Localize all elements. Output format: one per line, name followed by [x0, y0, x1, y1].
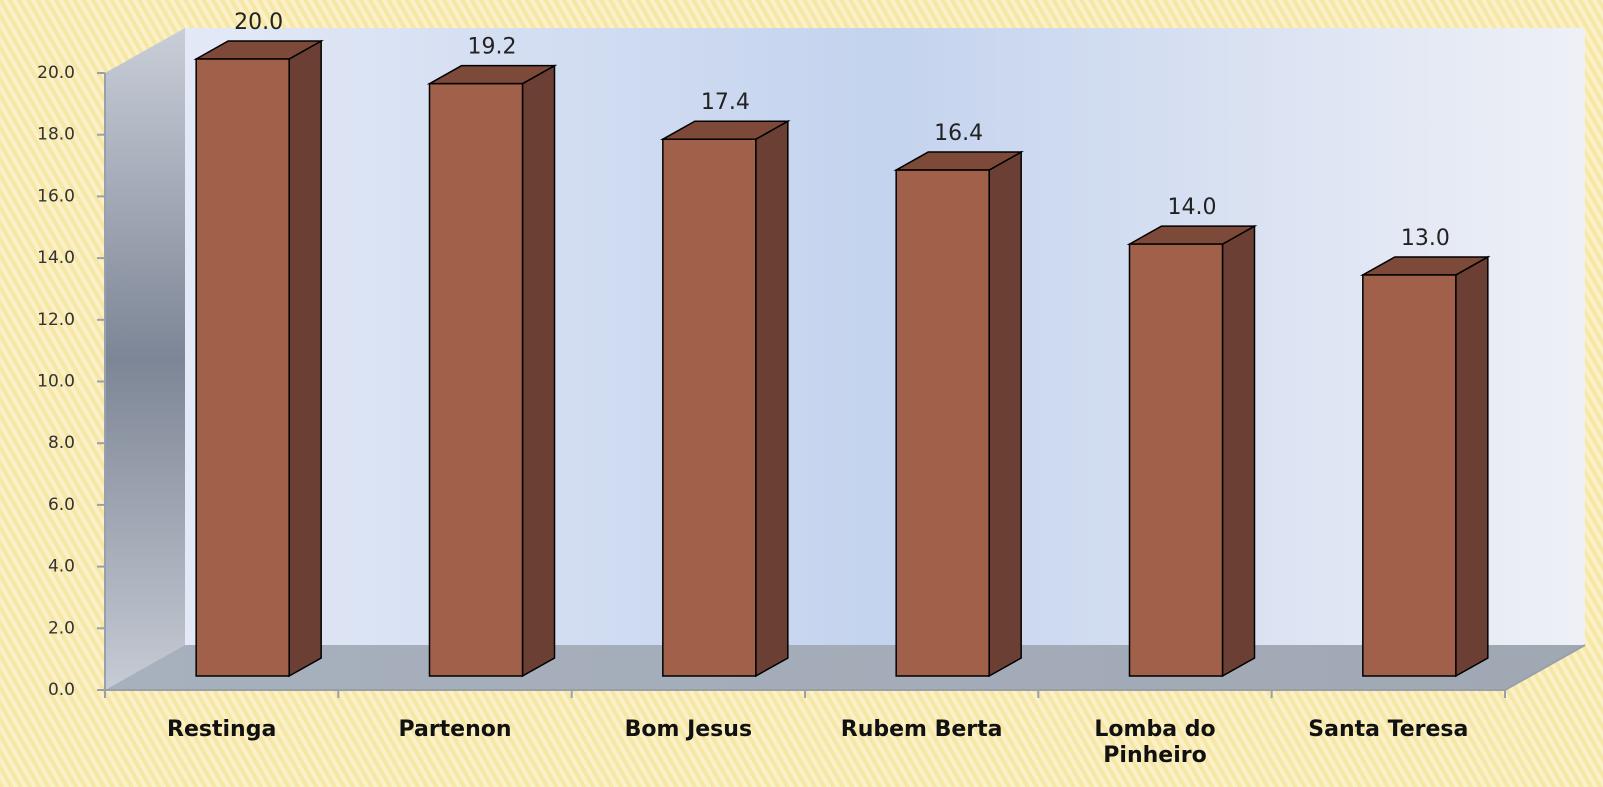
bar [1128, 243, 1224, 677]
y-tick-label: 2.0 [48, 618, 75, 638]
value-label: 16.4 [934, 121, 983, 146]
y-tick-label: 18.0 [37, 125, 75, 145]
y-tick-label: 4.0 [48, 557, 75, 577]
value-label: 17.4 [701, 90, 750, 115]
y-tick-label: 12.0 [37, 310, 75, 330]
bar-side [521, 64, 556, 678]
value-label: 20.0 [234, 10, 283, 35]
bar [428, 82, 524, 677]
x-tick-label: Lomba do Pinheiro [1094, 717, 1216, 768]
y-tick-label: 6.0 [48, 495, 75, 515]
bar-side [988, 150, 1022, 678]
y-tick-label: 16.0 [37, 186, 75, 206]
bar [195, 58, 290, 677]
left-wall [105, 28, 185, 690]
y-tick-label: 8.0 [48, 433, 75, 453]
x-tick-label: Rubem Berta [840, 717, 1003, 742]
bar-side [288, 39, 322, 678]
value-label: 13.0 [1401, 226, 1450, 251]
bar [1362, 274, 1457, 677]
x-tick-label: Bom Jesus [624, 717, 753, 742]
bar-side [755, 119, 789, 678]
bar-side [1455, 255, 1489, 678]
x-tick-label: Restinga [167, 717, 277, 742]
y-tick-label: 10.0 [37, 372, 75, 392]
x-tick-label: Santa Teresa [1308, 717, 1469, 742]
y-tick-label: 20.0 [37, 63, 75, 83]
y-tick-label: 0.0 [48, 680, 75, 700]
x-tick-label: Partenon [398, 717, 512, 742]
bar [662, 138, 757, 677]
bar [895, 169, 990, 677]
y-tick-label: 14.0 [37, 248, 75, 268]
bar-side [1221, 224, 1256, 678]
value-label: 19.2 [468, 35, 517, 60]
value-label: 14.0 [1168, 195, 1217, 220]
x-axis-depth [1504, 644, 1586, 691]
